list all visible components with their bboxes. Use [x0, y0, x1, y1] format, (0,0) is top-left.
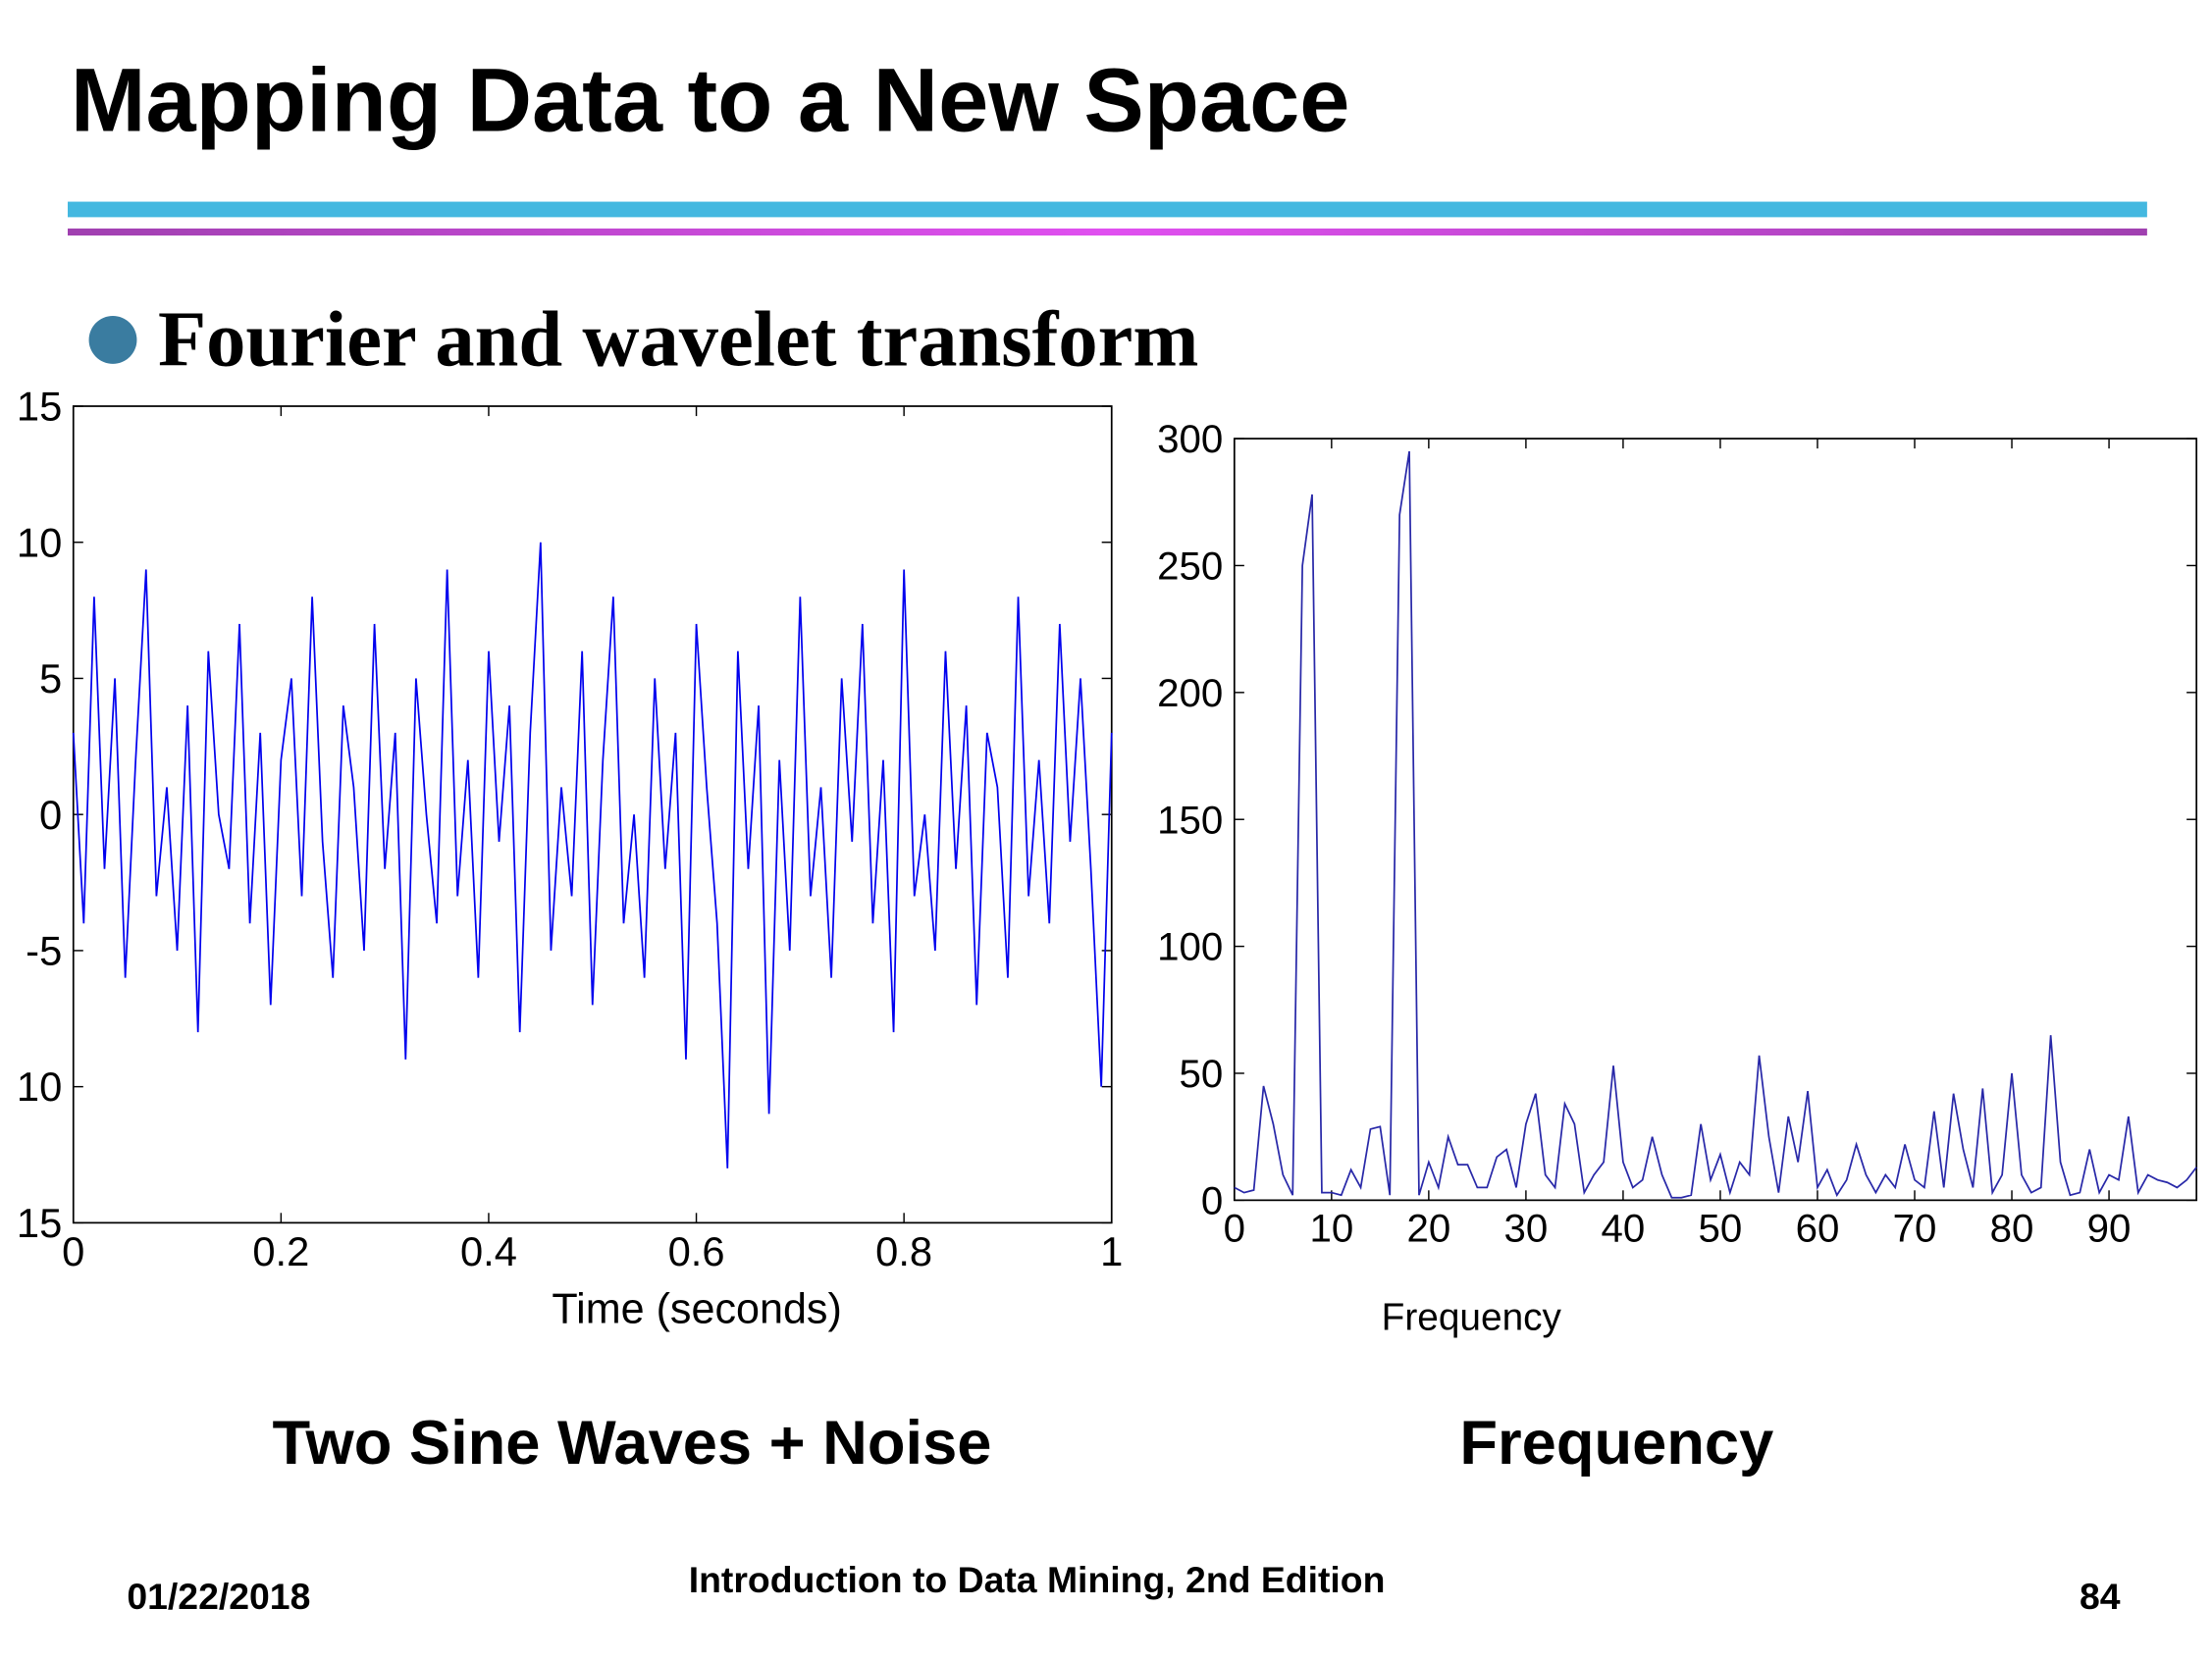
x-tick-label: 0.2 — [252, 1228, 309, 1274]
x-tick-label: 40 — [1602, 1207, 1646, 1251]
footer-page: 84 — [2080, 1576, 2121, 1617]
x-tick-label: 10 — [1309, 1207, 1353, 1251]
y-tick-label: 150 — [1157, 798, 1223, 842]
y-tick-label: 50 — [1180, 1052, 1224, 1096]
x-tick-label: 90 — [2087, 1207, 2132, 1251]
y-tick-label: 100 — [1157, 925, 1223, 969]
bullet-text: Fourier and wavelet transform — [158, 295, 1198, 383]
x-tick-label: 0.8 — [875, 1228, 932, 1274]
y-tick-label: 0 — [1201, 1178, 1223, 1222]
y-tick-label: 5 — [39, 655, 62, 701]
x-tick-label: 50 — [1699, 1207, 1743, 1251]
x-tick-label: 30 — [1504, 1207, 1549, 1251]
footer-source: Introduction to Data Mining, 2nd Edition — [689, 1559, 1386, 1600]
signal-line — [72, 542, 1113, 1168]
y-tick-label: 0 — [39, 792, 62, 838]
bullet-dot — [88, 316, 137, 364]
y-tick-label: 10 — [17, 1063, 62, 1110]
plot-frame — [1233, 438, 2198, 1202]
x-tick-label: 0.6 — [668, 1228, 725, 1274]
x-tick-label: 0 — [62, 1228, 84, 1274]
x-axis-label: Frequency — [1382, 1297, 1562, 1339]
x-axis-label: Time (seconds) — [552, 1285, 841, 1332]
x-tick-label: 1 — [1100, 1228, 1123, 1274]
x-tick-label: 60 — [1796, 1207, 1840, 1251]
x-tick-label: 0 — [1224, 1207, 1245, 1251]
signal-line — [1234, 450, 2197, 1199]
y-tick-label: 15 — [17, 384, 62, 430]
x-tick-label: 20 — [1406, 1207, 1450, 1251]
y-tick-label: 200 — [1157, 671, 1223, 715]
y-tick-label: 250 — [1157, 545, 1223, 589]
footer-date: 01/22/2018 — [127, 1576, 310, 1617]
y-tick-label: 300 — [1157, 417, 1223, 461]
y-tick-label: -5 — [26, 928, 62, 974]
x-tick-label: 80 — [1990, 1207, 2034, 1251]
divider-line — [68, 228, 2147, 236]
divider-bar — [68, 201, 2147, 218]
x-tick-label: 70 — [1893, 1207, 1937, 1251]
y-tick-label: 10 — [17, 519, 62, 565]
plot-frame — [72, 405, 1113, 1224]
y-tick-label: 15 — [17, 1200, 62, 1246]
caption: Frequency — [1459, 1409, 1773, 1478]
caption: Two Sine Waves + Noise — [273, 1409, 992, 1478]
x-tick-label: 0.4 — [460, 1228, 517, 1274]
slide-title: Mapping Data to a New Space — [71, 51, 1350, 151]
